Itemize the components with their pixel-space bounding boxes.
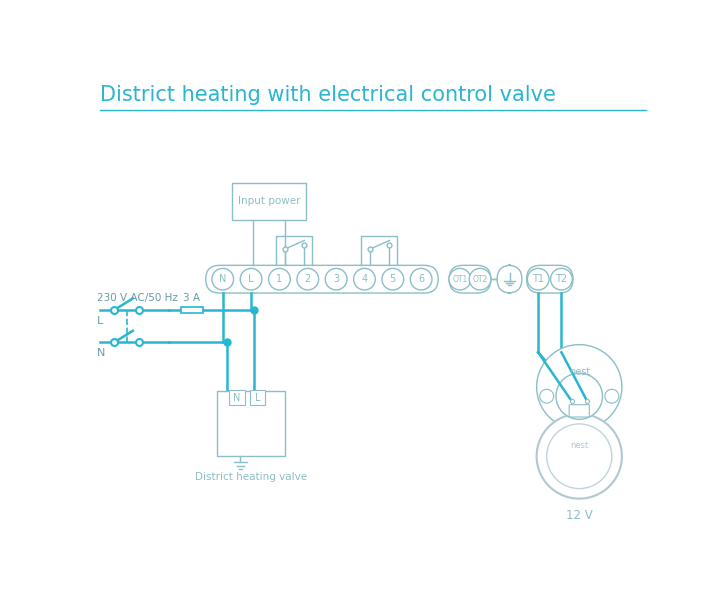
Circle shape bbox=[537, 345, 622, 429]
FancyBboxPatch shape bbox=[526, 266, 573, 293]
Bar bbox=[216, 391, 285, 456]
Bar bbox=[232, 183, 306, 220]
Circle shape bbox=[212, 268, 234, 290]
Text: 1: 1 bbox=[277, 274, 282, 284]
Text: 230 V AC/50 Hz: 230 V AC/50 Hz bbox=[98, 293, 178, 303]
Circle shape bbox=[411, 268, 432, 290]
Bar bbox=[229, 390, 245, 406]
Text: N: N bbox=[219, 274, 226, 284]
Text: OT1: OT1 bbox=[452, 274, 467, 284]
Bar bbox=[181, 307, 202, 314]
Text: 12 V: 12 V bbox=[566, 510, 593, 522]
Text: District heating with electrical control valve: District heating with electrical control… bbox=[100, 85, 556, 105]
Circle shape bbox=[605, 389, 619, 403]
Circle shape bbox=[325, 268, 347, 290]
Circle shape bbox=[354, 268, 376, 290]
Text: L: L bbox=[248, 274, 254, 284]
Text: N: N bbox=[98, 349, 106, 359]
Text: 3: 3 bbox=[333, 274, 339, 284]
Circle shape bbox=[537, 414, 622, 498]
Text: 3 A: 3 A bbox=[183, 293, 200, 304]
Circle shape bbox=[297, 268, 319, 290]
Text: 4: 4 bbox=[361, 274, 368, 284]
Text: 6: 6 bbox=[418, 274, 424, 284]
Circle shape bbox=[449, 268, 471, 290]
Circle shape bbox=[382, 268, 403, 290]
Circle shape bbox=[470, 268, 491, 290]
Bar bbox=[250, 390, 265, 406]
FancyBboxPatch shape bbox=[206, 266, 438, 293]
Text: L: L bbox=[255, 393, 260, 403]
Text: T1: T1 bbox=[532, 274, 544, 284]
Circle shape bbox=[527, 268, 549, 290]
Text: nest: nest bbox=[569, 366, 590, 377]
Circle shape bbox=[539, 389, 554, 403]
Text: N: N bbox=[233, 393, 241, 403]
Text: 2: 2 bbox=[304, 274, 311, 284]
Text: T2: T2 bbox=[555, 274, 568, 284]
Circle shape bbox=[240, 268, 262, 290]
Text: District heating valve: District heating valve bbox=[194, 472, 306, 482]
Text: 5: 5 bbox=[389, 274, 396, 284]
Circle shape bbox=[556, 373, 603, 419]
FancyBboxPatch shape bbox=[569, 405, 590, 417]
Circle shape bbox=[550, 268, 572, 290]
FancyBboxPatch shape bbox=[497, 266, 522, 293]
Circle shape bbox=[269, 268, 290, 290]
FancyBboxPatch shape bbox=[449, 266, 491, 293]
Text: Input power: Input power bbox=[237, 197, 300, 206]
Text: nest: nest bbox=[570, 441, 588, 450]
Text: L: L bbox=[98, 316, 103, 326]
Circle shape bbox=[547, 424, 612, 489]
Text: OT2: OT2 bbox=[472, 274, 488, 284]
